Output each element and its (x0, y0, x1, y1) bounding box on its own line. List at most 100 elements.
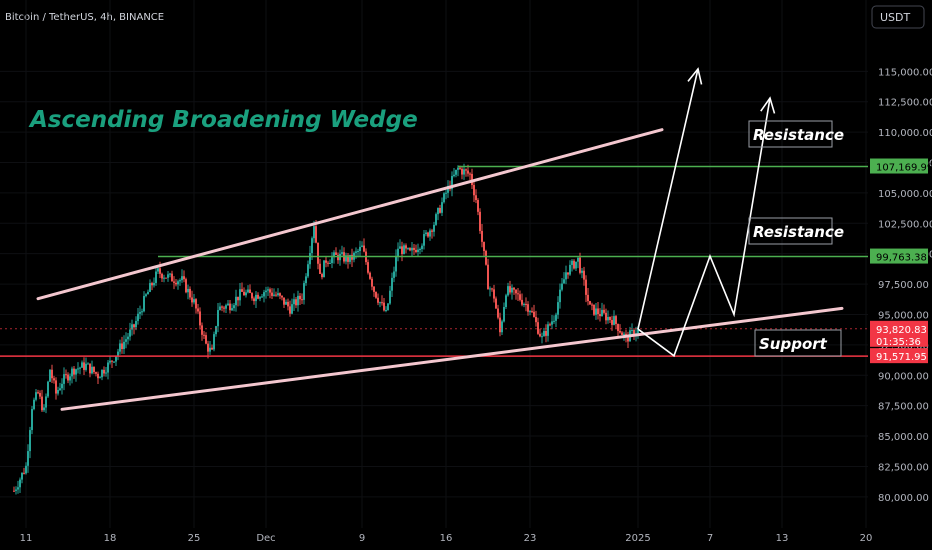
candle-body (607, 316, 609, 321)
price-tag-last-countdown: 01:35:36 (876, 337, 921, 348)
candle-body (205, 335, 207, 344)
price-tag-support-text: 91,571.95 (876, 352, 927, 363)
y-tick-label: 82,500.00 (878, 462, 929, 473)
candle-body (589, 301, 591, 305)
candle-body (41, 396, 43, 411)
candle-body (171, 273, 173, 282)
candle-body (167, 274, 169, 278)
x-tick-label: 16 (440, 533, 453, 544)
candle-body (31, 409, 33, 431)
candle-body (475, 195, 477, 201)
candle-body (577, 257, 579, 262)
candle-body (13, 490, 15, 492)
candle-body (199, 311, 201, 326)
candle-body (165, 277, 167, 279)
candle-body (517, 293, 519, 295)
candle-body (439, 207, 441, 213)
candle-body (33, 399, 35, 410)
candle-body (95, 372, 97, 374)
candle-body (257, 294, 259, 299)
candle-body (333, 252, 335, 258)
candle-body (161, 273, 163, 279)
candle-body (415, 249, 417, 253)
candle-body (139, 312, 141, 314)
candle-body (349, 254, 351, 262)
price-axis[interactable]: 80,000.00 82,500.00 85,000.00 87,500.00 90,0… (878, 67, 932, 504)
candle-body (507, 286, 509, 296)
candle-body (69, 376, 71, 381)
candle-body (597, 308, 599, 315)
candle-body (131, 324, 133, 330)
grid (0, 0, 868, 528)
candle-body (469, 173, 471, 175)
projection-arrowhead-2 (687, 67, 703, 85)
candle-body (389, 290, 391, 304)
candle-body (357, 250, 359, 252)
candle-body (443, 193, 445, 203)
candle-body (211, 347, 213, 350)
candle-body (325, 260, 327, 263)
price-tag-support-bg (870, 348, 928, 364)
time-axis[interactable]: 11 18 25 Dec 9 16 23 2025 7 13 20 (20, 533, 873, 544)
candle-body (541, 336, 543, 338)
candle-body (421, 245, 423, 249)
candle-body (599, 314, 601, 317)
candle-body (621, 332, 623, 335)
candle-body (437, 207, 439, 215)
candle-body (77, 368, 79, 370)
candle-body (545, 330, 547, 336)
candle-body (595, 308, 597, 315)
candle-body (73, 368, 75, 375)
candle-body (319, 263, 321, 274)
candle-body (289, 306, 291, 314)
candle-body (383, 302, 385, 311)
candle-body (525, 303, 527, 305)
candle-body (371, 278, 373, 287)
candle-body (431, 230, 433, 232)
candle-body (583, 270, 585, 280)
candle-body (455, 169, 457, 175)
candle-body (277, 293, 279, 296)
candle-body (579, 257, 581, 273)
candle-body (355, 251, 357, 253)
candle-body (447, 185, 449, 193)
candle-body (217, 310, 219, 327)
candle-body (113, 361, 115, 363)
candle-body (175, 282, 177, 285)
candle-body (489, 288, 491, 290)
candle-body (527, 304, 529, 312)
candle-body (219, 306, 221, 311)
candle-body (303, 283, 305, 300)
candle-body (93, 366, 95, 373)
candle-body (37, 392, 39, 394)
candle-body (493, 289, 495, 299)
candle-body (159, 268, 161, 274)
candle-body (533, 311, 535, 317)
candle-body (27, 451, 29, 466)
candle-body (403, 245, 405, 255)
candle-body (85, 363, 87, 370)
candle-body (185, 279, 187, 293)
currency-button[interactable]: USDT (871, 5, 925, 29)
candle-body (317, 242, 319, 264)
candle-body (253, 298, 255, 302)
candle-body (559, 289, 561, 303)
candle-body (103, 369, 105, 374)
candle-body (551, 321, 553, 325)
candle-body (135, 320, 137, 328)
candle-body (467, 170, 469, 174)
candle-body (337, 254, 339, 261)
y-tick-label: 115,000.00 (878, 67, 932, 78)
candle-body (485, 250, 487, 265)
candle-body (91, 366, 93, 374)
candle-body (89, 363, 91, 374)
candle-body (499, 317, 501, 333)
candle-body (191, 297, 193, 303)
candle-body (479, 211, 481, 231)
candle-body (637, 327, 639, 334)
candle-body (459, 167, 461, 169)
candle-body (539, 333, 541, 337)
price-tag-last-bg (870, 320, 928, 347)
candle-body (631, 330, 633, 332)
